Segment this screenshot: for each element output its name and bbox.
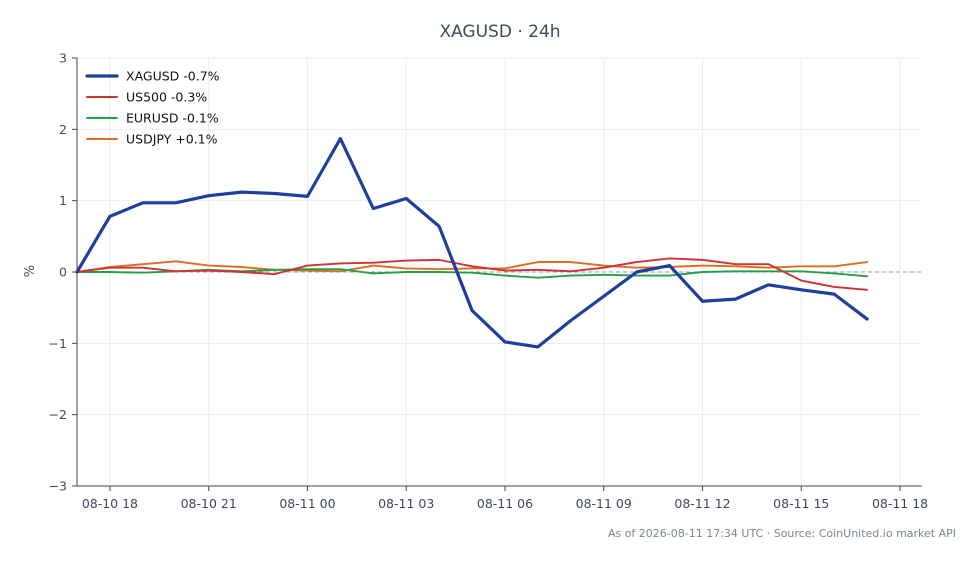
series-line-0 — [75, 137, 869, 349]
x-tick-label: 08-11 06 — [477, 496, 533, 511]
y-tick-label: −2 — [49, 407, 67, 422]
chart-title: XAGUSD · 24h — [439, 22, 560, 42]
y-tick-label: 3 — [59, 51, 67, 66]
legend-label: USDJPY +0.1% — [126, 132, 218, 147]
x-tick-label: 08-10 21 — [181, 496, 237, 511]
y-tick-label: −3 — [49, 479, 67, 494]
footer-source: As of 2026-08-11 17:34 UTC · Source: Coi… — [608, 527, 956, 540]
x-tick-label: 08-11 12 — [674, 496, 730, 511]
y-tick-label: 2 — [59, 122, 67, 137]
series-line-3 — [76, 260, 869, 273]
y-axis-label: % — [23, 265, 38, 277]
legend-label: XAGUSD -0.7% — [126, 69, 220, 84]
x-tick-label: 08-11 18 — [872, 496, 928, 511]
legend-label: US500 -0.3% — [126, 90, 207, 105]
y-tick-label: 1 — [59, 193, 67, 208]
series-line-1 — [76, 257, 869, 291]
y-tick-label: 0 — [59, 265, 67, 280]
series-layer — [75, 137, 869, 349]
x-tick-label: 08-10 18 — [82, 496, 138, 511]
x-tick-label: 08-11 15 — [773, 496, 829, 511]
legend-label: EURUSD -0.1% — [126, 111, 219, 126]
ticks: −3 −2 −1 0 1 2 3 08-10 18 08-10 21 08-11 00 08-11 … — [49, 51, 929, 512]
legend: XAGUSD -0.7% US500 -0.3% EURUSD -0.1% USDJP… — [85, 69, 220, 147]
x-tick-label: 08-11 03 — [378, 496, 434, 511]
x-tick-label: 08-11 00 — [279, 496, 335, 511]
y-tick-label: −1 — [49, 336, 67, 351]
x-tick-label: 08-11 09 — [576, 496, 632, 511]
